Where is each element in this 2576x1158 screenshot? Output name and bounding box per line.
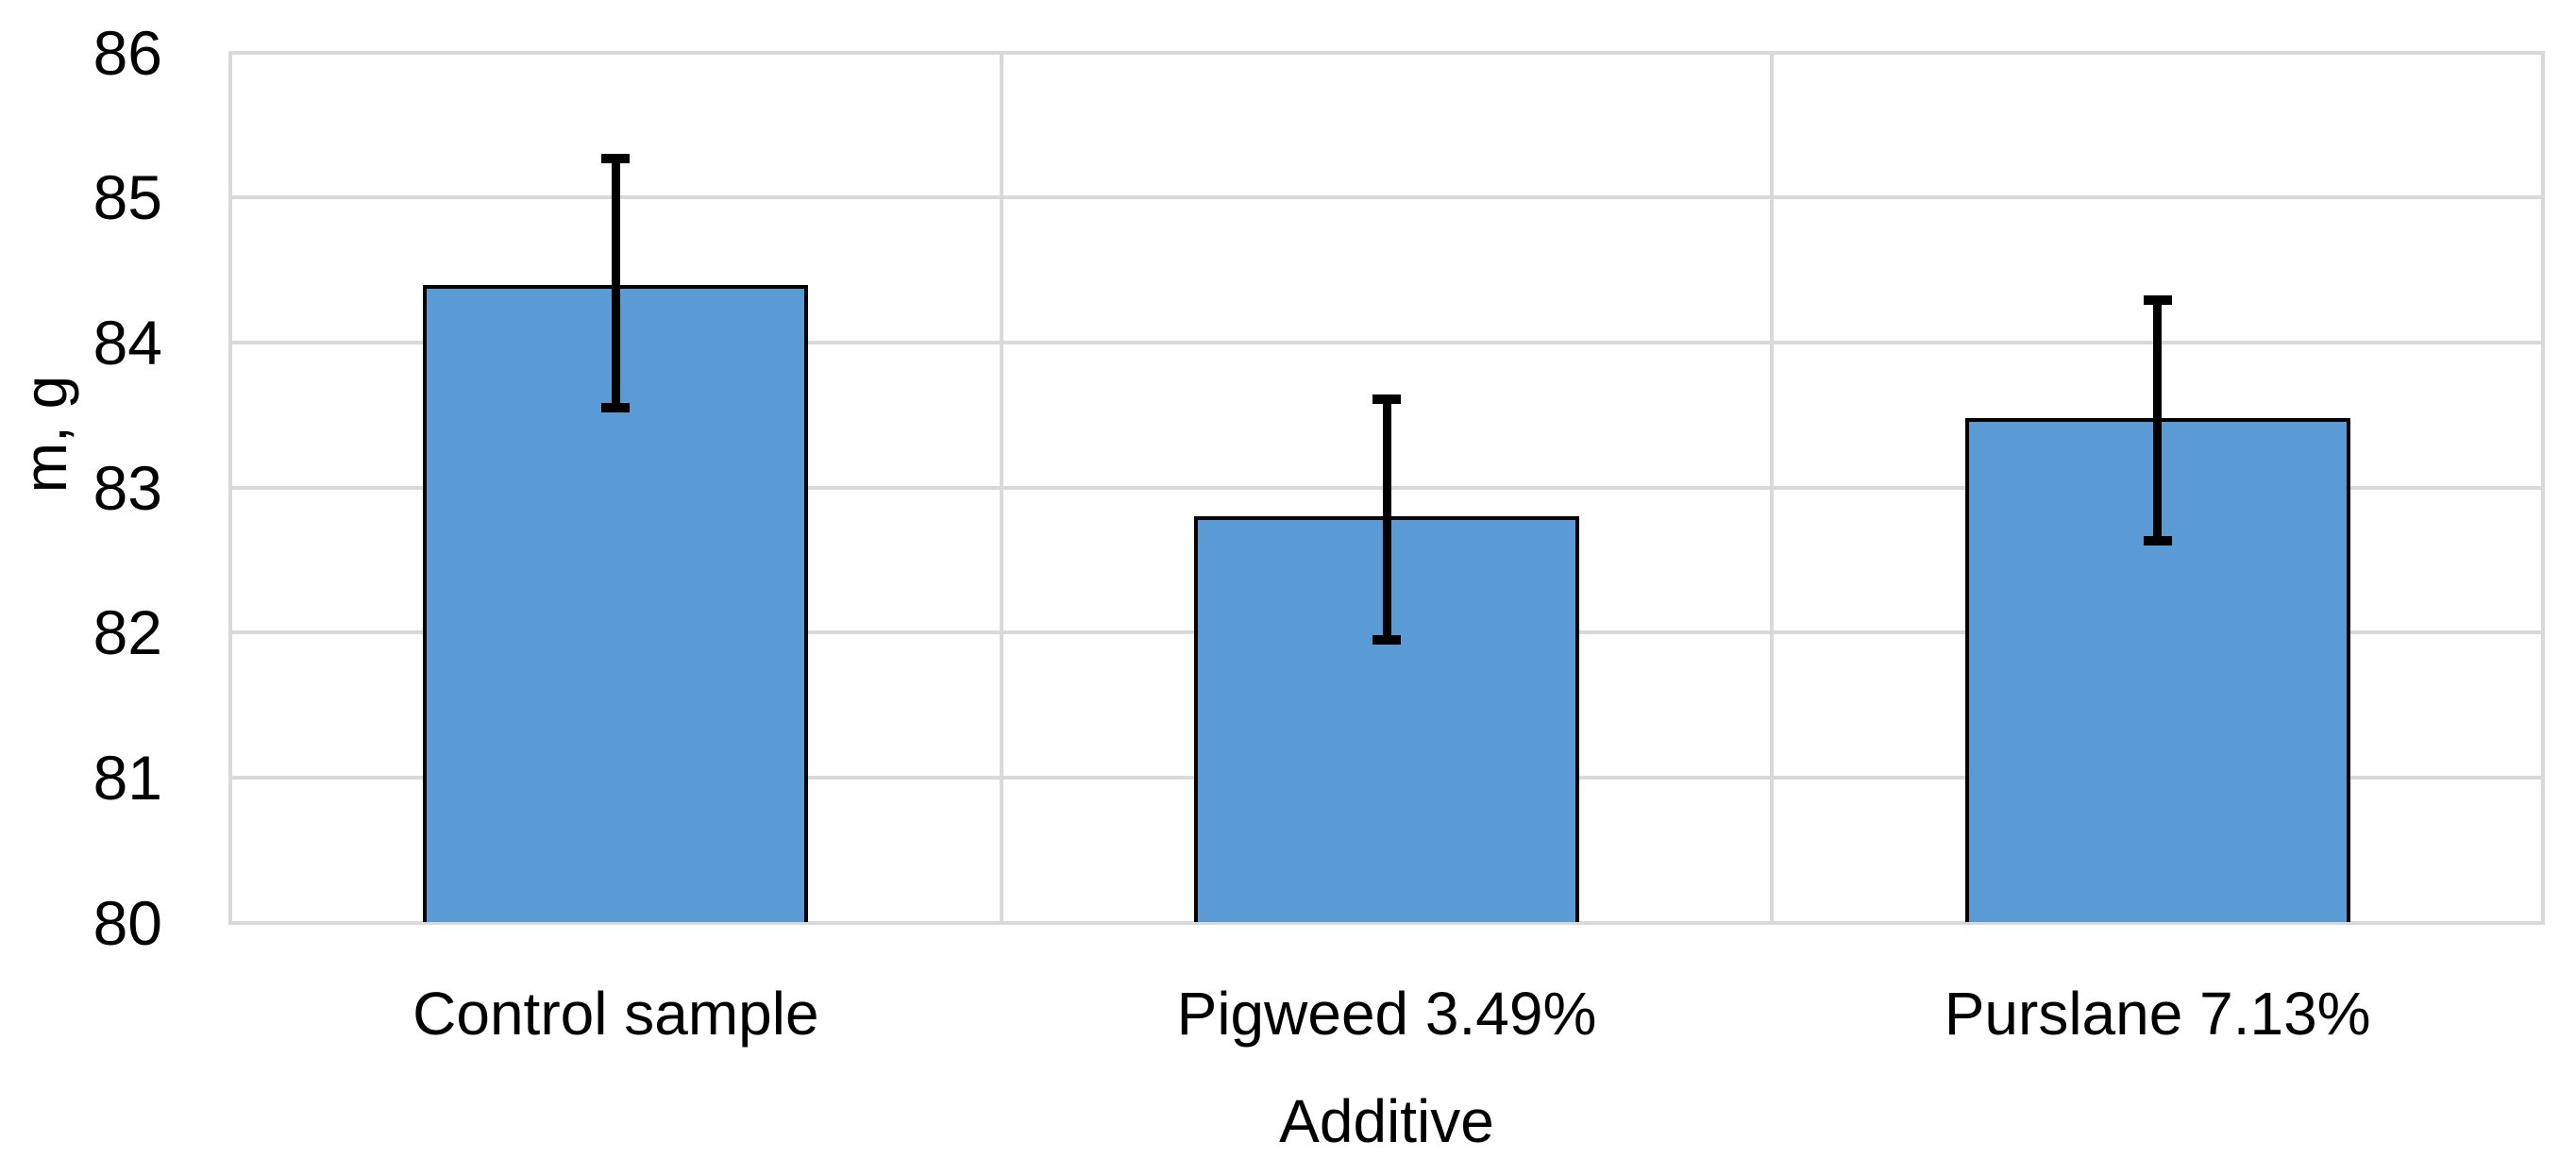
error-bar-cap-bottom bbox=[2143, 536, 2172, 546]
error-bar-cap-bottom bbox=[1372, 634, 1401, 645]
error-bar-line bbox=[2153, 300, 2163, 542]
x-category-label: Control sample bbox=[412, 980, 819, 1048]
x-axis-title: Additive bbox=[1279, 1087, 1494, 1155]
error-bar-line bbox=[1382, 398, 1391, 640]
y-tick-label: 84 bbox=[93, 307, 162, 378]
plot-right-border bbox=[2541, 50, 2545, 925]
y-tick-label: 85 bbox=[93, 162, 162, 233]
y-tick-label: 86 bbox=[93, 17, 162, 88]
error-bar-cap-top bbox=[2143, 295, 2172, 306]
gridline-horizontal bbox=[228, 340, 2545, 344]
y-tick-label: 81 bbox=[93, 742, 162, 813]
y-tick-label: 82 bbox=[93, 597, 162, 668]
error-bar-cap-top bbox=[601, 153, 631, 163]
y-axis-line bbox=[228, 50, 232, 925]
gridline-vertical bbox=[1770, 50, 1775, 925]
x-category-label: Pigweed 3.49% bbox=[1176, 980, 1597, 1048]
x-axis-line bbox=[228, 920, 2545, 925]
error-bar-cap-bottom bbox=[601, 403, 631, 413]
gridline-vertical bbox=[999, 50, 1003, 925]
x-category-label: Purslane 7.13% bbox=[1944, 980, 2371, 1048]
plot-top-border bbox=[228, 50, 2545, 55]
gridline-horizontal bbox=[228, 195, 2545, 200]
error-bar-cap-top bbox=[1372, 394, 1401, 404]
error-bar-line bbox=[611, 158, 620, 409]
y-tick-label: 80 bbox=[93, 887, 162, 958]
y-tick-label: 83 bbox=[93, 452, 162, 523]
y-axis-title: m, g bbox=[11, 375, 79, 494]
